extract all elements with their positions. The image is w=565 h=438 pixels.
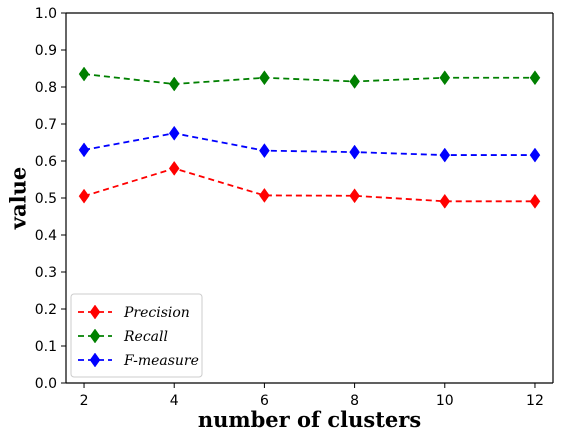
data-point xyxy=(168,160,180,176)
legend-box xyxy=(70,293,203,378)
x-tick-label: 2 xyxy=(80,393,89,409)
y-tick-label: 0.5 xyxy=(35,191,57,207)
legend-label: F-measure xyxy=(123,353,199,369)
y-tick-label: 0.4 xyxy=(35,228,57,244)
data-point xyxy=(259,143,270,159)
y-tick-label: 0.9 xyxy=(35,43,57,59)
data-point xyxy=(439,147,451,163)
data-point xyxy=(349,188,360,204)
data-point xyxy=(349,144,360,160)
series-line xyxy=(83,132,535,156)
data-point xyxy=(78,66,90,82)
data-point xyxy=(439,70,451,86)
legend-entry: Recall xyxy=(78,328,168,345)
data-point xyxy=(529,70,541,86)
data-point xyxy=(529,193,541,209)
x-tick-label: 6 xyxy=(260,393,269,409)
data-point xyxy=(529,147,541,163)
data-point xyxy=(78,142,90,158)
y-tick-label: 0.2 xyxy=(35,302,57,318)
legend-marker xyxy=(89,352,101,368)
x-tick-label: 8 xyxy=(350,393,359,409)
legend-entry: F-measure xyxy=(78,352,199,369)
x-tick-label: 10 xyxy=(436,393,454,409)
x-axis-title: number of clusters xyxy=(198,407,421,432)
data-point xyxy=(259,70,270,86)
series-group xyxy=(78,66,541,209)
x-tick-label: 4 xyxy=(170,393,179,409)
series-f-measure xyxy=(78,125,541,163)
data-point xyxy=(168,125,180,141)
y-tick-label: 0.6 xyxy=(35,154,57,170)
legend-marker xyxy=(89,328,101,344)
data-point xyxy=(168,76,180,92)
y-tick-label: 0.0 xyxy=(35,376,57,392)
series-line xyxy=(83,73,535,85)
legend-marker xyxy=(89,304,101,320)
legend-label: Precision xyxy=(123,305,190,321)
y-tick-label: 0.7 xyxy=(35,117,57,133)
legend-entry: Precision xyxy=(78,304,190,321)
y-tick-label: 1.0 xyxy=(35,6,57,22)
legend-label: Recall xyxy=(123,329,168,345)
data-point xyxy=(349,74,360,89)
series-line xyxy=(83,167,535,203)
y-tick-label: 0.1 xyxy=(35,339,57,355)
legend: Precision Recall F-measure xyxy=(70,293,203,378)
y-axis-title: value xyxy=(5,167,30,230)
axes: 0.0 0.1 0.2 0.3 0.4 0.5 0.6 0.7 0.8 0.9 1.0 2 4 6 8 10 1… xyxy=(35,6,554,409)
data-point xyxy=(78,188,90,204)
series-precision xyxy=(78,160,541,209)
series-recall xyxy=(78,66,541,92)
x-tick-label: 12 xyxy=(526,393,544,409)
data-point xyxy=(259,187,270,203)
y-tick-label: 0.3 xyxy=(35,265,57,281)
data-point xyxy=(439,193,451,209)
y-tick-label: 0.8 xyxy=(35,80,57,96)
